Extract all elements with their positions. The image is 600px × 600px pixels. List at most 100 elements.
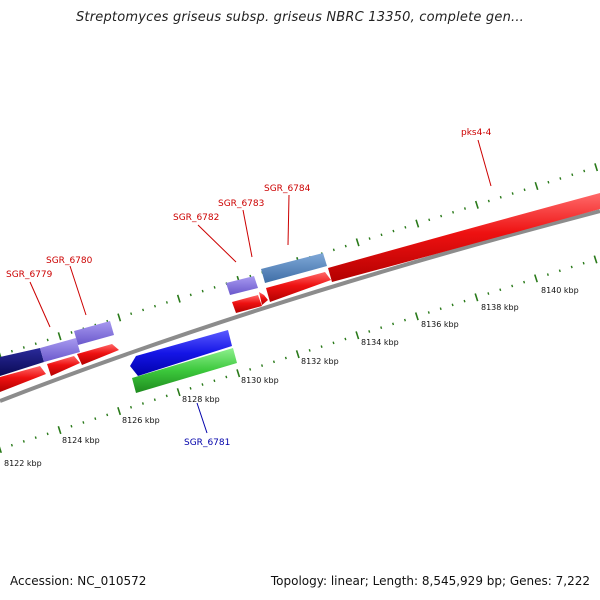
gene-sgr-6779[interactable] [0,348,44,376]
lower-band-minor-tick [499,288,502,292]
lower-band-minor-tick [546,273,549,276]
lower-band-major-tick [355,331,360,340]
gene-sgr-6784[interactable] [261,253,327,283]
lower-band-minor-tick [272,360,275,364]
lower-band-major-tick [414,312,419,321]
lower-band-minor-tick [213,379,216,383]
upper-band-minor-tick [392,229,395,233]
genome-axis [0,209,600,403]
lower-band-minor-tick [189,386,192,390]
lower-band-minor-tick [10,443,13,447]
kbp-label-8140: 8140 kbp [541,286,579,295]
gene-label-sgr-6780[interactable]: SGR_6780 [46,256,93,266]
lower-band-minor-tick [558,269,561,273]
lower-band-minor-tick [463,299,466,303]
kbp-label-8126: 8126 kbp [122,416,160,425]
gene-red-4[interactable] [232,295,262,313]
lower-band-major-tick [295,350,300,359]
gene-sgr-6782[interactable] [226,276,258,295]
upper-band-minor-tick [201,289,204,293]
lower-band-major-tick [534,274,538,283]
gene-sgr-6780b-purple[interactable] [74,321,114,345]
gene-pks4-4[interactable] [328,193,600,282]
lower-band-minor-tick [570,265,573,269]
upper-band-minor-tick [583,169,586,173]
gene-sgr-6781-green[interactable] [132,348,237,393]
upper-band-minor-tick [130,312,133,316]
accession-text: Accession: NC_010572 [10,574,147,588]
gene-label-pks4-4[interactable]: pks4-4 [461,128,492,138]
upper-band-minor-tick [70,331,73,334]
lower-band-minor-tick [320,345,323,348]
upper-band-minor-tick [332,248,335,252]
gene-red-2[interactable] [47,356,80,376]
lower-band-minor-tick [344,337,347,341]
lower-band-minor-tick [451,303,454,307]
upper-band-minor-tick [547,180,550,184]
gene-red-6[interactable] [266,272,331,302]
lower-band-major-tick [236,369,241,378]
gene-red-1[interactable] [0,366,46,392]
gene-label-sgr-6781[interactable]: SGR_6781 [184,438,230,448]
label-leaders [29,139,492,434]
lower-band-minor-tick [82,421,85,424]
lower-band-minor-tick [487,292,490,295]
upper-band-minor-tick [404,225,407,229]
lower-band-minor-tick [201,383,204,386]
upper-band-major-tick [176,294,181,303]
lower-band-minor-tick [582,261,585,265]
upper-band-minor-tick [511,192,514,195]
gene-label-sgr-6783[interactable]: SGR_6783 [218,199,264,209]
kbp-label-8128: 8128 kbp [182,395,220,404]
upper-band-minor-tick [499,195,502,199]
upper-band-minor-tick [213,286,216,289]
gene-red-5[interactable] [259,292,268,305]
gene-sgr-6780-purple[interactable] [40,338,80,362]
lower-band-minor-tick [129,405,133,409]
gene-label-sgr-6784[interactable]: SGR_6784 [264,184,311,194]
upper-band-minor-tick [368,237,371,240]
lower-band-major-tick [117,407,122,416]
lower-band-minor-tick [34,436,37,439]
lower-band-minor-tick [249,368,252,371]
upper-band-minor-tick [463,207,467,210]
lower-band-minor-tick [70,424,73,428]
gene-red-3[interactable] [77,344,119,365]
lower-band-major-tick [57,425,62,435]
gene-label-sgr-6779[interactable]: SGR_6779 [6,270,53,280]
upper-tick-band [0,163,599,360]
lower-band-major-tick [176,388,181,397]
lower-band-minor-tick [439,307,442,311]
upper-band-minor-tick [142,308,145,312]
kbp-label-8136: 8136 kbp [421,320,459,329]
kbp-label-8138: 8138 kbp [481,303,519,312]
kbp-label-8124: 8124 kbp [62,436,100,445]
page-title: Streptomyces griseus subsp. griseus NBRC… [75,10,525,25]
upper-band-minor-tick [153,304,157,308]
upper-band-major-tick [594,163,599,172]
lower-band-minor-tick [225,375,228,379]
lower-band-major-tick [593,255,598,264]
upper-band-major-tick [415,219,420,228]
genome-stats-text: Topology: linear; Length: 8,545,929 bp; … [270,574,590,588]
upper-band-major-tick [534,181,539,191]
upper-band-minor-tick [22,346,25,349]
kbp-label-8122: 8122 kbp [4,459,42,468]
upper-band-minor-tick [344,244,347,248]
lower-band-minor-tick [308,349,311,352]
gene-label-sgr-6782[interactable]: SGR_6782 [173,213,219,223]
upper-band-minor-tick [440,214,443,218]
lower-band-minor-tick [332,341,335,345]
lower-band-minor-tick [141,402,144,405]
lower-band-minor-tick [368,330,371,333]
lower-band-minor-tick [22,440,25,443]
gene-sgr-6781-blue[interactable] [130,330,232,376]
upper-band-minor-tick [559,177,562,180]
upper-band-minor-tick [523,188,526,192]
upper-band-minor-tick [452,210,455,214]
lower-band-minor-tick [523,280,526,284]
upper-band-major-tick [355,238,360,247]
upper-band-minor-tick [189,293,192,297]
upper-band-minor-tick [46,338,49,342]
